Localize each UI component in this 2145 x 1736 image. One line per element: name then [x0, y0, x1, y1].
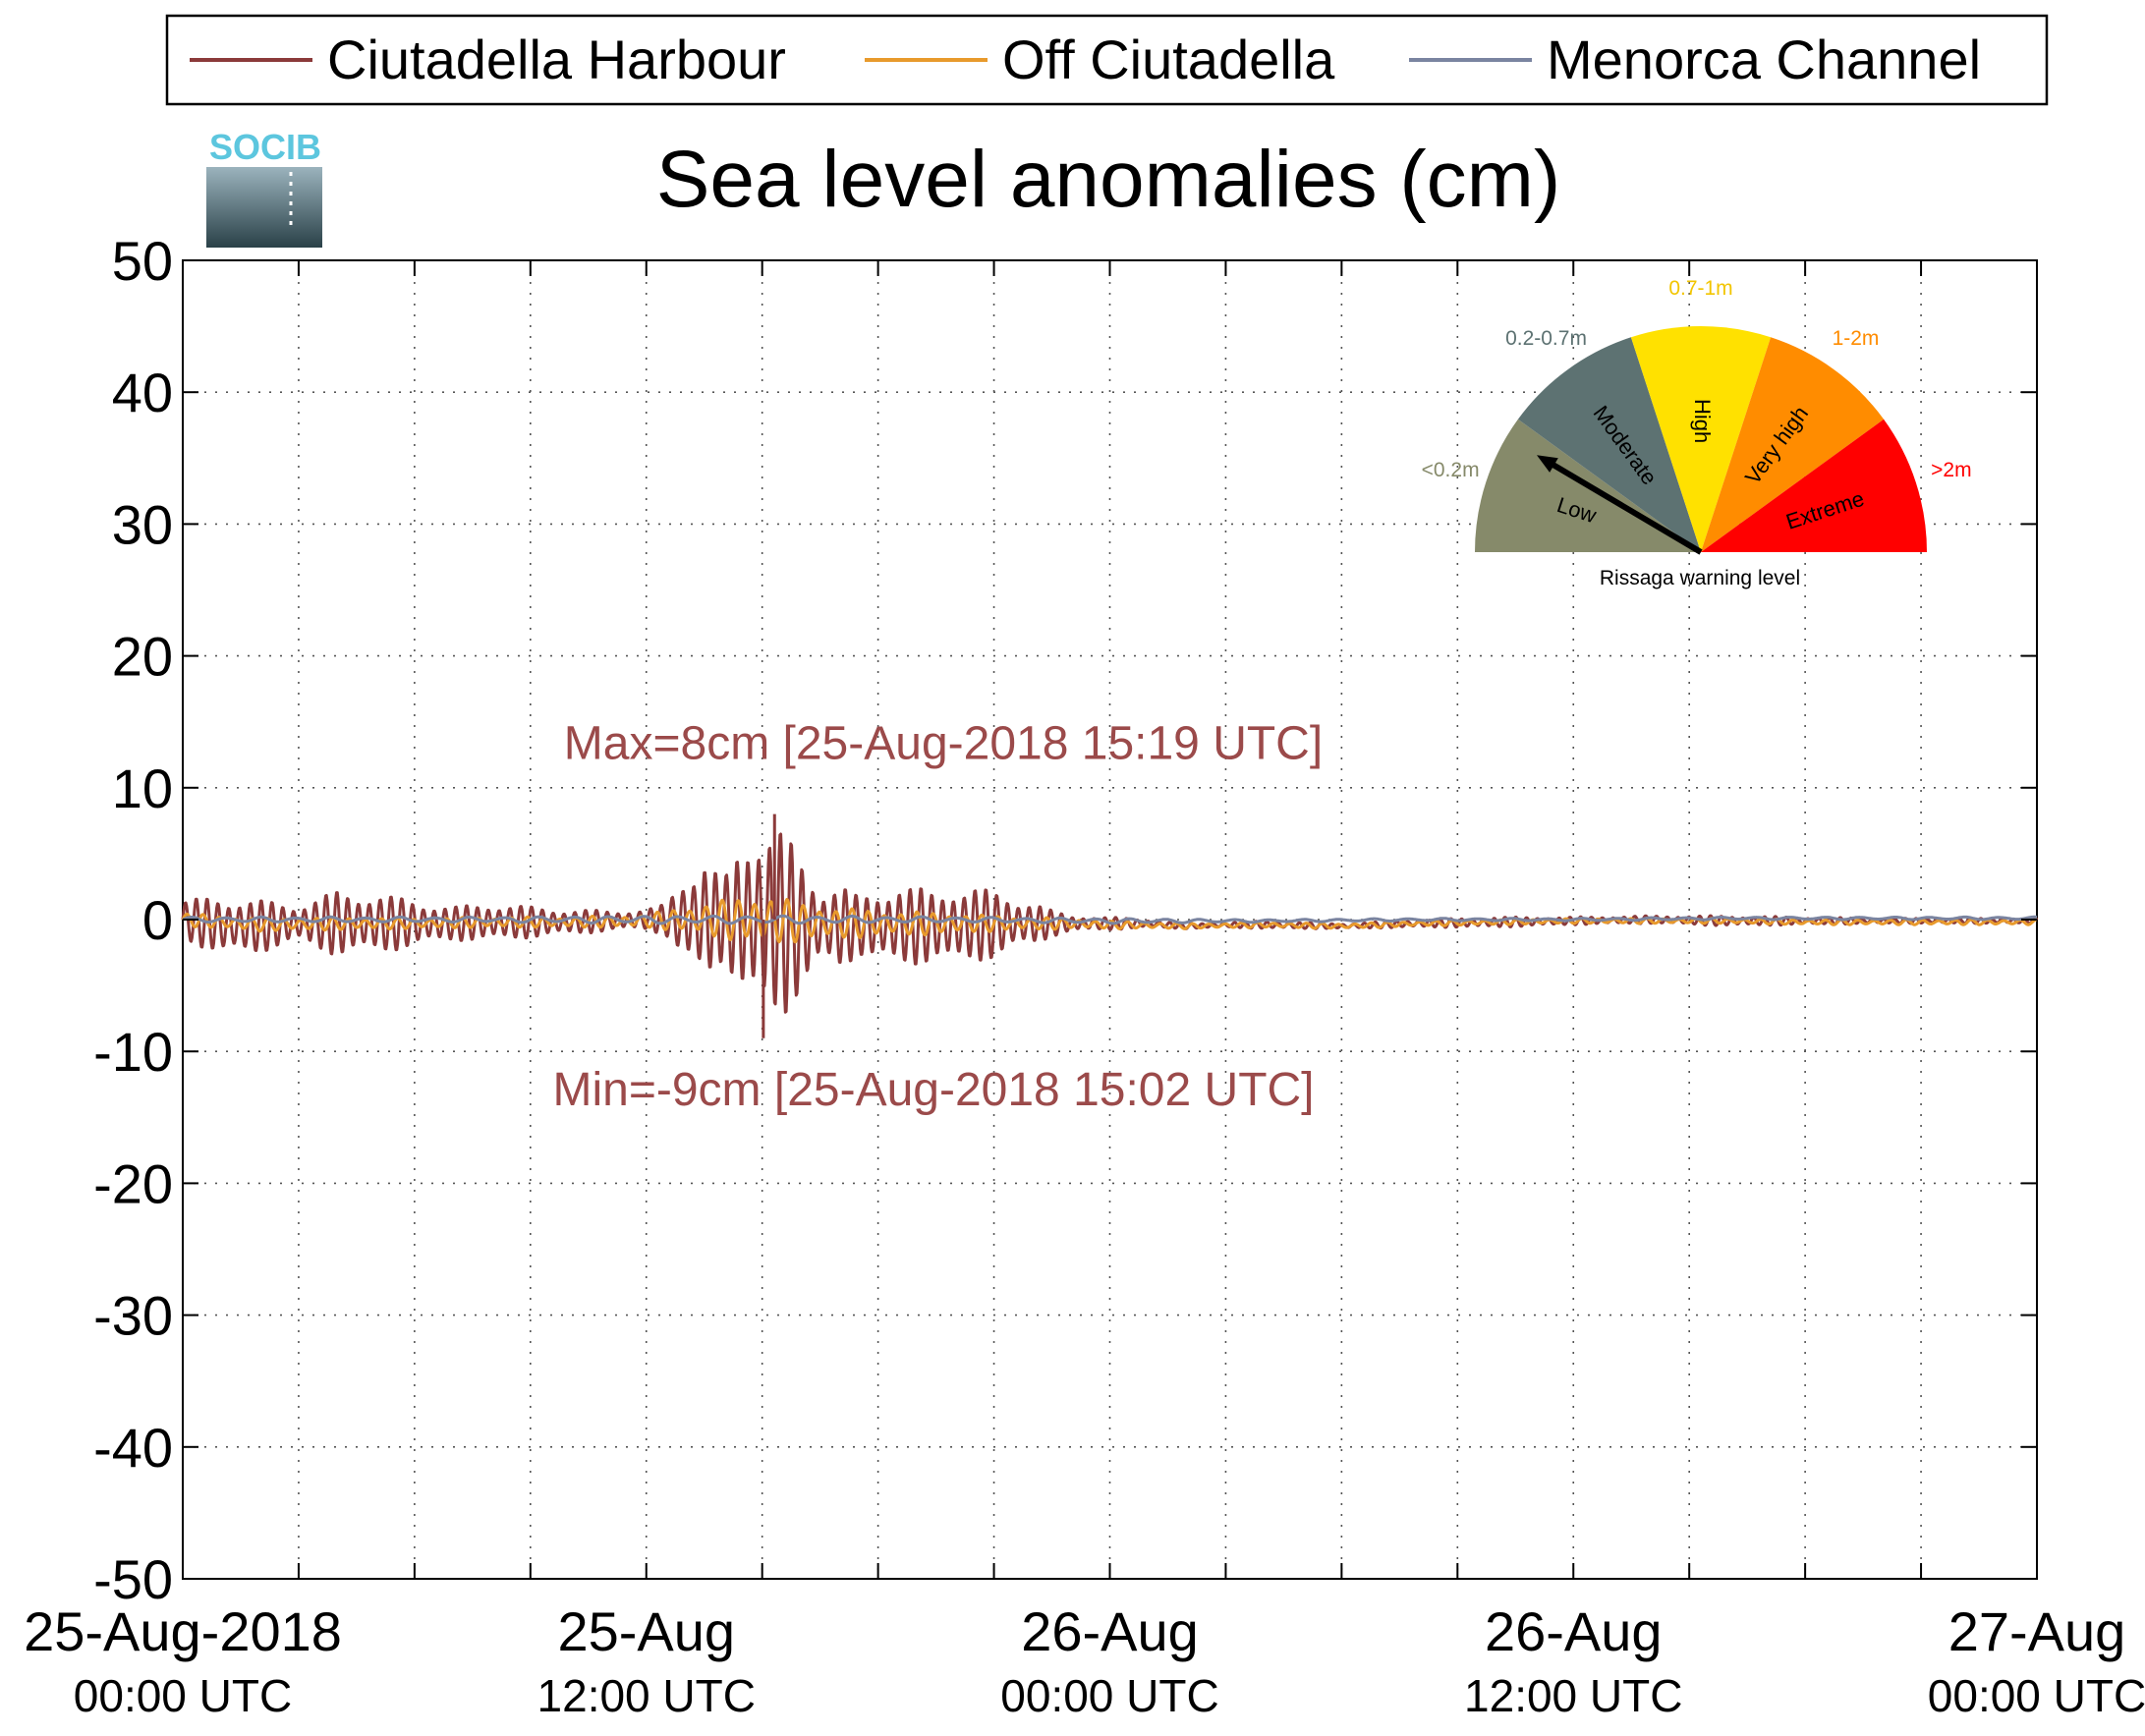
y-tick-label: -40: [93, 1417, 173, 1479]
gauge-needle-head: [1537, 455, 1558, 473]
legend-label-off-ciutadella: Off Ciutadella: [1002, 28, 1335, 90]
gauge-title: Rissaga warning level: [1600, 567, 1800, 589]
gauge-label-high: High: [1690, 399, 1715, 443]
y-tick-label: -50: [93, 1548, 173, 1610]
legend-label-ciutadella-harbour: Ciutadella Harbour: [327, 28, 786, 90]
gauge-range-low: <0.2m: [1422, 459, 1480, 481]
y-tick-label: 0: [142, 889, 173, 951]
y-tick-label: -10: [93, 1021, 173, 1083]
socib-logo-text: SOCIB: [209, 127, 321, 167]
legend-box: [165, 14, 2049, 106]
gauge-sector-high: [1630, 326, 1772, 552]
gauge-sector-moderate: [1517, 337, 1701, 552]
legend-label-menorca-channel: Menorca Channel: [1547, 28, 1981, 90]
x-tick-sublabel: 00:00 UTC: [1928, 1670, 2145, 1721]
x-tick-label: 25-Aug: [557, 1600, 735, 1662]
y-tick-label: 30: [112, 493, 173, 555]
gauge-range-high: 0.7-1m: [1668, 277, 1732, 300]
gauge-range-moderate: 0.2-0.7m: [1505, 327, 1587, 350]
gauge-sector-very-high: [1701, 337, 1885, 552]
x-tick-label: 26-Aug: [1485, 1600, 1663, 1662]
series-line-menorca-channel: [182, 914, 2038, 925]
legend: Ciutadella Harbour Off Ciutadella Menorc…: [165, 14, 2049, 106]
y-tick-label: 40: [112, 362, 173, 423]
x-tick-label: 27-Aug: [1948, 1600, 2126, 1662]
y-tick-label: 50: [112, 230, 173, 292]
y-tick-label: -20: [93, 1152, 173, 1214]
socib-logo-mark: [206, 167, 322, 248]
gauge-needle: [1544, 457, 1703, 555]
x-tick-sublabel: 00:00 UTC: [1000, 1670, 1218, 1721]
gauge-range-extreme: >2m: [1931, 459, 1971, 481]
socib-logo: SOCIB: [206, 127, 322, 248]
rissaga-gauge: Rissaga warning level Low<0.2m Moderate0.…: [1422, 277, 1972, 589]
annotation-max: Max=8cm [25-Aug-2018 15:19 UTC]: [564, 718, 1323, 770]
gauge-sector-extreme: [1701, 419, 1927, 552]
y-tick-label: 10: [112, 757, 173, 819]
annotation-min: Min=-9cm [25-Aug-2018 15:02 UTC]: [552, 1064, 1314, 1116]
x-tick-label: 26-Aug: [1021, 1600, 1199, 1662]
x-tick-label: 25-Aug-2018: [24, 1600, 342, 1662]
series-line-ciutadella-harbour: [181, 832, 2039, 1014]
series-layer: [181, 813, 2039, 1038]
y-tick-label: 20: [112, 626, 173, 688]
chart-title: Sea level anomalies (cm): [656, 135, 1561, 224]
x-tick-sublabel: 00:00 UTC: [74, 1670, 292, 1721]
gauge-range-very-high: 1-2m: [1833, 327, 1880, 350]
x-tick-sublabel: 12:00 UTC: [537, 1670, 756, 1721]
y-tick-label: -30: [93, 1285, 173, 1347]
x-tick-sublabel: 12:00 UTC: [1464, 1670, 1682, 1721]
